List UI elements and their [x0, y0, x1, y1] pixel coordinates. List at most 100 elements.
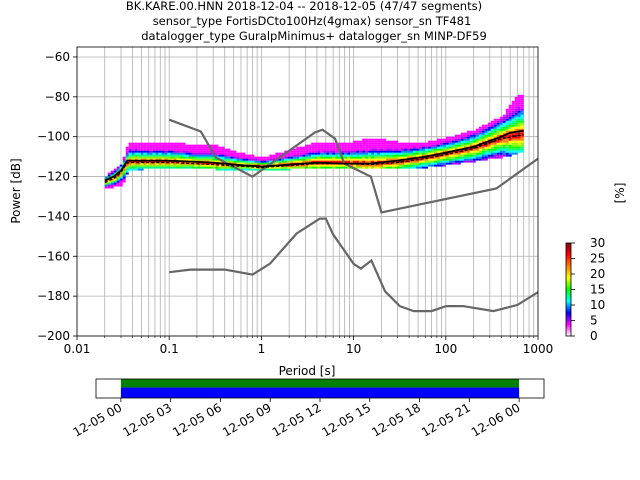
density-cell [365, 158, 369, 161]
density-cell [487, 136, 491, 139]
density-cell [176, 164, 180, 167]
density-cell [134, 146, 138, 149]
density-cell [451, 144, 455, 147]
density-cell [472, 160, 476, 163]
density-cell [424, 160, 428, 163]
y-axis-ticks: −60−80−100−120−140−160−180−200 [37, 50, 77, 343]
density-cell [104, 186, 108, 189]
density-cell [517, 102, 521, 105]
density-cell [520, 142, 524, 145]
density-cell [493, 150, 497, 153]
density-cell [386, 146, 390, 149]
density-cell [457, 144, 461, 147]
density-cell [511, 128, 515, 131]
density-cell [230, 158, 234, 161]
density-cell [329, 150, 333, 153]
density-cell [374, 166, 378, 169]
density-cell [463, 160, 467, 163]
density-cell [329, 154, 333, 157]
density-cell [272, 158, 276, 161]
density-cell [484, 144, 488, 147]
density-cell [517, 138, 521, 141]
density-cell [317, 142, 321, 145]
density-cell [299, 154, 303, 157]
density-cell [374, 164, 378, 167]
density-cell [143, 166, 147, 169]
density-cell [206, 158, 210, 161]
density-cell [392, 166, 396, 169]
density-cell [131, 156, 135, 159]
density-cell [230, 156, 234, 159]
density-cell [176, 166, 180, 169]
density-cell [386, 150, 390, 153]
density-cell [128, 158, 132, 161]
density-cell [185, 156, 189, 159]
density-cell [239, 166, 243, 169]
density-cell [362, 166, 366, 169]
density-cell [493, 156, 497, 159]
density-cell [407, 144, 410, 147]
title-line-3: datalogger_type GuralpMinimus+ datalogge… [141, 29, 487, 43]
density-cell [520, 148, 524, 151]
density-cell [149, 152, 153, 155]
density-cell [427, 146, 431, 149]
density-cell [487, 150, 491, 153]
density-cell [146, 144, 150, 147]
density-cell [344, 164, 348, 167]
density-cell [409, 144, 413, 147]
density-cell [374, 158, 378, 161]
density-cell [308, 154, 312, 157]
density-cell [508, 144, 512, 147]
density-cell [457, 156, 461, 159]
density-cell [164, 164, 168, 167]
density-cell [317, 150, 321, 153]
density-cell [158, 154, 162, 157]
density-cell [161, 160, 165, 163]
density-cell [188, 148, 192, 151]
density-cell [383, 150, 387, 153]
density-cell [436, 138, 440, 141]
density-cell [224, 158, 228, 161]
density-cell [493, 136, 497, 139]
density-cell [457, 134, 461, 137]
density-cell [365, 160, 369, 163]
density-cell [514, 142, 518, 145]
density-cell [182, 164, 186, 167]
density-cell [179, 162, 183, 165]
density-cell [430, 152, 434, 155]
density-cell [451, 158, 455, 161]
density-cell [398, 150, 402, 153]
density-cell [436, 162, 440, 165]
density-cell [427, 150, 431, 153]
density-cell [203, 150, 207, 153]
density-cell [484, 152, 488, 155]
density-cell [517, 128, 521, 131]
density-cell [368, 164, 372, 167]
density-cell [176, 152, 180, 155]
density-cell [514, 122, 518, 125]
density-cell [281, 158, 285, 161]
density-cell [167, 162, 171, 165]
density-cell [341, 146, 345, 149]
density-cell [389, 150, 393, 153]
density-cell [472, 148, 476, 151]
coverage-used-bar [120, 387, 520, 398]
density-cell [487, 132, 491, 135]
density-cell [170, 162, 174, 165]
density-cell [377, 154, 381, 157]
density-cell [478, 132, 482, 135]
density-cell [131, 152, 135, 155]
density-cell [505, 152, 509, 155]
density-cell [314, 166, 318, 169]
density-cell [469, 158, 473, 161]
density-cell [466, 138, 470, 141]
density-cell [481, 138, 485, 141]
density-cell [350, 148, 354, 151]
density-cell [362, 150, 366, 153]
density-cell [275, 166, 279, 169]
coverage-tick-label: 12-05 18 [369, 400, 423, 439]
density-cell [433, 150, 437, 153]
density-cell [209, 162, 213, 165]
density-cell [326, 164, 330, 167]
